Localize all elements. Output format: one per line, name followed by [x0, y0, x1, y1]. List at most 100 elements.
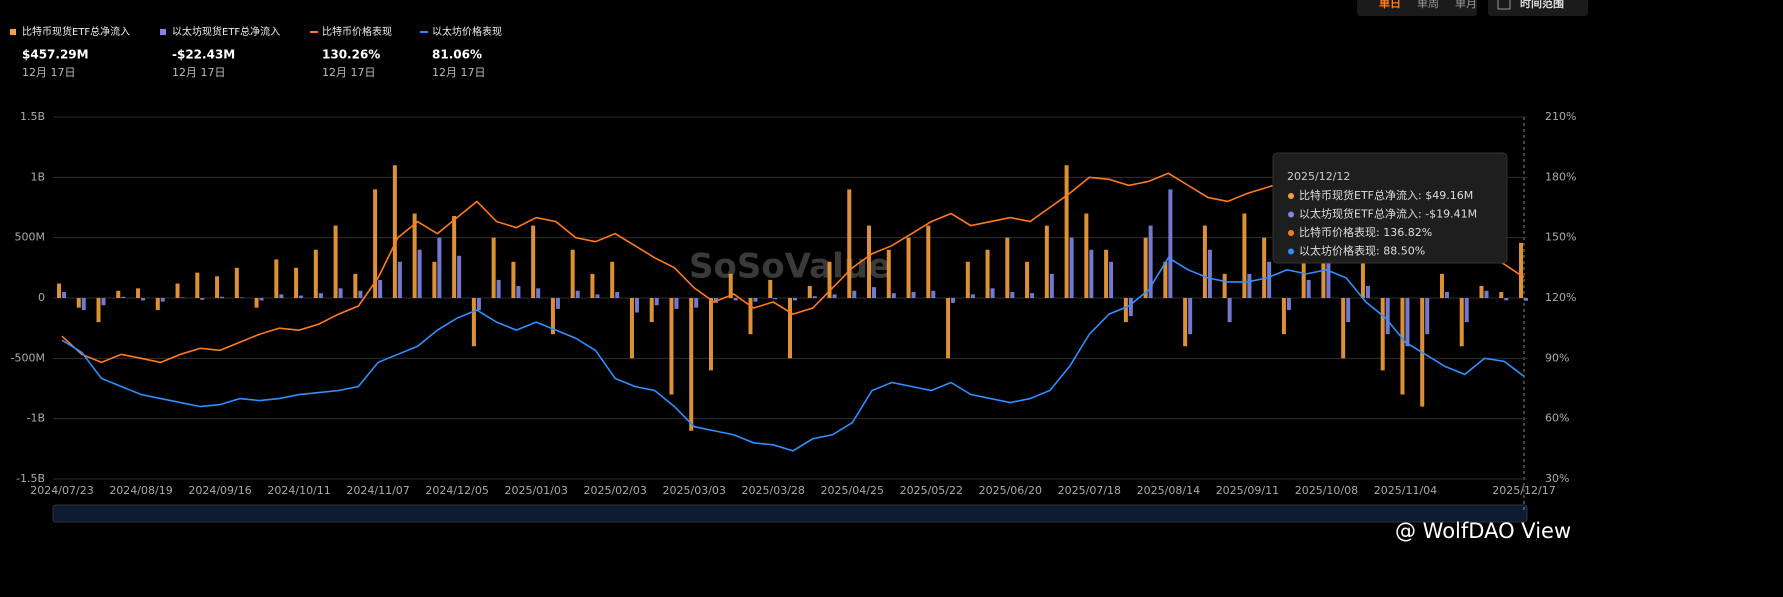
- bar: [674, 298, 679, 309]
- bar: [476, 298, 481, 311]
- bar: [1202, 225, 1207, 298]
- bar: [200, 298, 205, 300]
- control[interactable]: 单月: [1455, 0, 1477, 10]
- bar: [1227, 298, 1232, 323]
- tooltip-date: 2025/12/12: [1287, 170, 1350, 183]
- bar: [96, 298, 101, 323]
- bar: [1380, 298, 1385, 371]
- y-tick-label: -1.5B: [16, 472, 45, 485]
- credit: @ WolfDAO View: [1395, 519, 1571, 543]
- bar: [590, 273, 595, 298]
- bar: [1326, 249, 1331, 298]
- y2-tick-label: 90%: [1545, 351, 1569, 364]
- period-switch[interactable]: [1357, 0, 1477, 16]
- control[interactable]: 时间范围: [1520, 0, 1564, 10]
- bar: [807, 285, 812, 298]
- bar: [610, 261, 615, 298]
- bar: [788, 298, 792, 359]
- bar: [1499, 292, 1504, 298]
- bar: [1484, 290, 1489, 298]
- bar: [946, 298, 951, 359]
- legend-value: $457.29M: [22, 48, 89, 62]
- bar: [1222, 273, 1227, 298]
- bar: [951, 298, 956, 303]
- y2-tick-label: 60%: [1545, 412, 1569, 425]
- bar: [827, 261, 832, 298]
- bar: [496, 279, 501, 298]
- range-button[interactable]: [1488, 0, 1588, 16]
- bar: [595, 294, 600, 298]
- bar: [748, 298, 753, 335]
- bar: [1306, 279, 1311, 298]
- x-tick-label: 2024/09/16: [188, 484, 251, 497]
- bar: [634, 298, 639, 313]
- bar: [1281, 298, 1286, 335]
- bar: [274, 259, 279, 298]
- bar: [313, 249, 318, 298]
- bar: [1425, 298, 1430, 335]
- bar: [116, 290, 121, 298]
- x-tick-label: 2025/02/03: [583, 484, 646, 497]
- bar: [970, 294, 975, 298]
- bar: [531, 225, 536, 298]
- bar: [1385, 298, 1390, 335]
- bar: [155, 298, 160, 311]
- bar: [259, 298, 264, 301]
- bar: [1207, 249, 1212, 298]
- bar: [175, 283, 180, 298]
- bar: [220, 296, 225, 298]
- bar: [1005, 237, 1010, 298]
- bar: [392, 165, 397, 298]
- bar: [338, 288, 343, 298]
- bar: [1247, 273, 1252, 298]
- bar: [1069, 237, 1074, 298]
- y2-tick-label: 180%: [1545, 170, 1576, 183]
- bar: [1128, 298, 1133, 317]
- bar: [318, 293, 323, 298]
- watermark: SoSoValue: [689, 247, 891, 287]
- y2-tick-label: 30%: [1545, 472, 1569, 485]
- tooltip: [1272, 152, 1508, 264]
- x-tick-label: 2024/08/19: [109, 484, 172, 497]
- y-tick-label: 1B: [30, 170, 45, 183]
- x-tick-label: 2024/12/05: [425, 484, 488, 497]
- tooltip-dot: [1288, 248, 1294, 255]
- bar: [793, 298, 797, 301]
- y-tick-label: 1.5B: [20, 110, 45, 123]
- bar: [812, 296, 817, 298]
- bar: [1104, 249, 1109, 298]
- scrollbar[interactable]: [52, 504, 1528, 523]
- bar: [1010, 291, 1015, 298]
- bar: [1459, 298, 1464, 347]
- y-tick-label: 0: [38, 291, 45, 304]
- bar: [1464, 298, 1469, 323]
- control[interactable]: 单日: [1379, 0, 1401, 10]
- legend-value: 130.26%: [322, 48, 380, 62]
- bar: [926, 225, 931, 298]
- bar: [575, 290, 580, 298]
- bar: [1360, 261, 1365, 298]
- bar: [57, 283, 61, 298]
- bar: [1025, 261, 1030, 298]
- y-tick-label: -500M: [11, 351, 45, 364]
- tooltip-dot: [1288, 211, 1294, 218]
- x-tick-label: 2025/08/14: [1137, 484, 1200, 497]
- y2-tick-label: 210%: [1545, 110, 1576, 123]
- bar: [536, 288, 541, 298]
- tooltip-item: 比特币价格表现: 136.82%: [1299, 225, 1432, 239]
- bar: [1183, 298, 1188, 347]
- bar: [1504, 298, 1509, 301]
- bar: [1405, 298, 1410, 347]
- legend-date: 12月 17日: [172, 66, 226, 79]
- bar: [1148, 225, 1153, 298]
- bar: [81, 298, 86, 311]
- bar: [378, 279, 383, 298]
- bar: [1519, 242, 1523, 298]
- line: [61, 256, 1525, 452]
- legend-value: 81.06%: [432, 48, 482, 62]
- bar: [516, 285, 521, 298]
- bar: [491, 237, 496, 298]
- bar: [891, 293, 896, 298]
- control[interactable]: 单周: [1417, 0, 1439, 10]
- bar: [708, 298, 713, 371]
